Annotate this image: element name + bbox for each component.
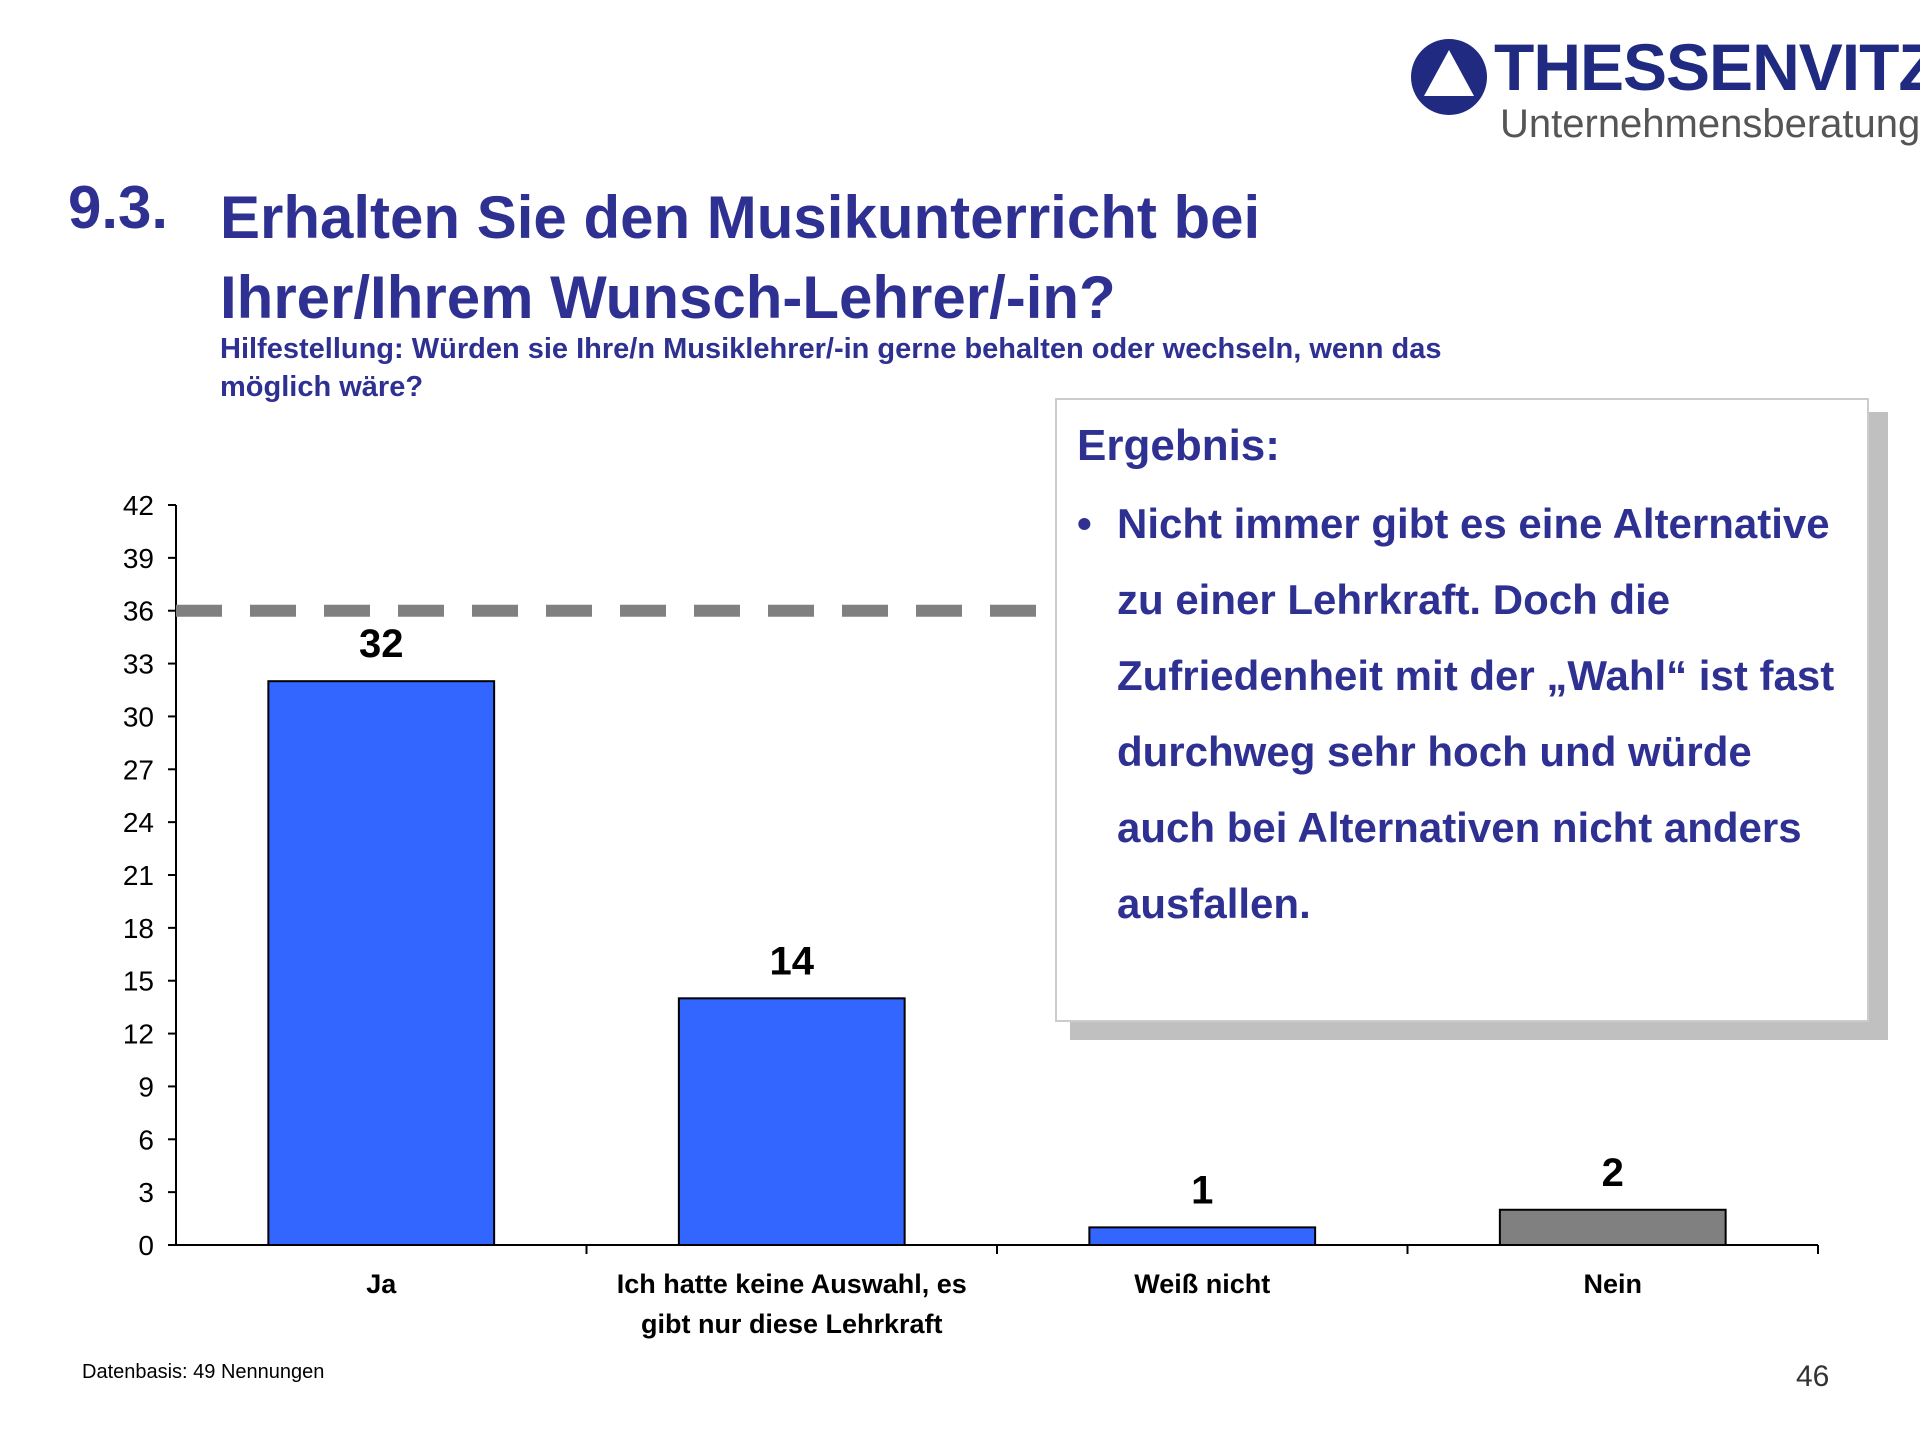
y-tick-label: 39: [123, 543, 154, 574]
x-category-label: Ich hatte keine Auswahl, es gibt nur dies…: [617, 1269, 967, 1339]
y-tick-label: 21: [123, 860, 154, 891]
logo-brand: THESSENVITZ: [1494, 30, 1920, 104]
data-label: 14: [770, 939, 815, 983]
y-tick-label: 6: [138, 1124, 154, 1155]
callout-item-text: Nicht immer gibt es eine Alternative zu …: [1117, 500, 1835, 927]
y-tick-label: 33: [123, 649, 154, 680]
page-number: 46: [1796, 1360, 1830, 1393]
data-label: 1: [1191, 1168, 1213, 1212]
company-logo: THESSENVITZ Unternehmensberatung: [1408, 32, 1920, 152]
bar: [1088, 1226, 1317, 1247]
y-tick-label: 36: [123, 596, 154, 627]
y-tick-label: 30: [123, 701, 154, 732]
bar: [1498, 1208, 1727, 1246]
y-tick-label: 0: [138, 1230, 154, 1261]
callout-list: • Nicht immer gibt es eine Alternative z…: [1077, 486, 1847, 942]
page-subtitle: Hilfestellung: Würden sie Ihre/n Musikle…: [220, 333, 1442, 403]
callout-heading: Ergebnis:: [1077, 421, 1280, 470]
page-title: Erhalten Sie den Musikunterricht bei Ihr…: [220, 184, 1261, 331]
y-tick-label: 42: [123, 490, 154, 521]
x-category-label: Weiß nicht: [1134, 1269, 1270, 1299]
y-tick-label: 3: [138, 1177, 154, 1208]
data-label: 2: [1602, 1151, 1624, 1195]
y-tick-label: 24: [123, 807, 154, 838]
bar: [267, 680, 496, 1246]
result-callout: Ergebnis: • Nicht immer gibt es eine Alt…: [1055, 398, 1869, 1022]
data-basis-note: Datenbasis: 49 Nennungen: [82, 1361, 325, 1383]
data-label: 32: [359, 622, 404, 666]
y-tick-label: 9: [138, 1071, 154, 1102]
bullet-icon: •: [1077, 500, 1092, 547]
bar: [677, 997, 906, 1246]
x-category-label: Nein: [1583, 1269, 1642, 1299]
x-category-label: Ja: [366, 1269, 397, 1299]
y-tick-label: 27: [123, 754, 154, 785]
callout-item: • Nicht immer gibt es eine Alternative z…: [1077, 486, 1847, 942]
triangle-circle-logo-icon: [1411, 39, 1487, 115]
y-tick-label: 12: [123, 1019, 154, 1050]
y-tick-label: 15: [123, 966, 154, 997]
section-number: 9.3.: [68, 174, 169, 241]
y-tick-label: 18: [123, 913, 154, 944]
logo-tagline: Unternehmensberatung: [1500, 102, 1920, 146]
